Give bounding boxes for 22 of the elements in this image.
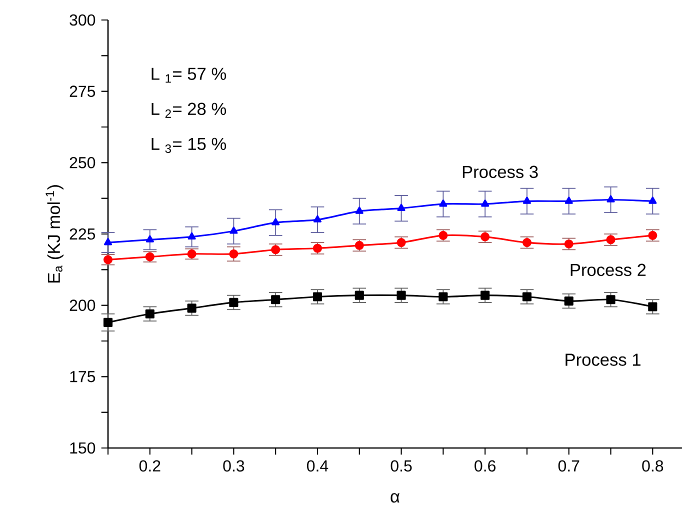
y-tick-label: 275 [70,86,96,97]
x-tick-label: 0.3 [223,460,244,472]
y-tick-label: 175 [70,371,96,382]
y-axis-title: E$_{a}$ (KJ mol$^{-1}$) [46,185,64,282]
y-tick-label: 200 [70,300,96,311]
annotation: L $_{1}$= 57 % [152,68,226,83]
x-tick-label: 0.8 [642,460,664,472]
x-tick-label: 0.4 [307,460,328,472]
x-tick-label: 0.2 [139,460,160,472]
x-tick-label: 0.5 [390,460,412,472]
y-tick-label: 150 [70,442,96,454]
y-tick-label: 300 [70,14,96,26]
series-label: Process 3 [462,166,538,178]
series-label: Process 2 [570,264,646,276]
x-tick-label: 0.7 [558,460,580,472]
y-tick-label: 225 [70,228,96,240]
y-tick-label: 250 [70,157,96,168]
x-tick-label: 0.6 [474,460,496,472]
x-axis-title: α [390,493,400,503]
annotation: L $_{2}$= 28 % [152,102,226,118]
annotation: L $_{3}$= 15 % [152,138,226,153]
text: Process 1 [566,354,640,366]
